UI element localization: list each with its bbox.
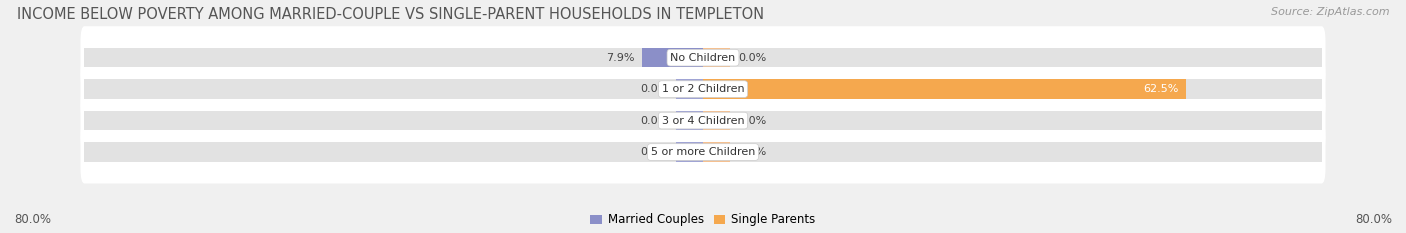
Bar (703, 142, 730, 162)
Bar (703, 111, 730, 130)
Text: 80.0%: 80.0% (1355, 212, 1392, 226)
Bar (676, 111, 703, 130)
Text: 0.0%: 0.0% (738, 116, 766, 126)
Text: 7.9%: 7.9% (606, 53, 634, 63)
Text: 0.0%: 0.0% (738, 147, 766, 157)
Text: INCOME BELOW POVERTY AMONG MARRIED-COUPLE VS SINGLE-PARENT HOUSEHOLDS IN TEMPLET: INCOME BELOW POVERTY AMONG MARRIED-COUPL… (17, 7, 763, 22)
FancyBboxPatch shape (80, 26, 1326, 89)
Text: 0.0%: 0.0% (640, 84, 668, 94)
Bar (84, 48, 1322, 67)
Text: 0.0%: 0.0% (640, 147, 668, 157)
Bar (703, 48, 730, 67)
Bar (643, 48, 703, 67)
Text: 62.5%: 62.5% (1143, 84, 1178, 94)
Text: 5 or more Children: 5 or more Children (651, 147, 755, 157)
Legend: Married Couples, Single Parents: Married Couples, Single Parents (586, 209, 820, 231)
Bar (84, 79, 1322, 99)
Bar (676, 142, 703, 162)
Bar (703, 79, 1187, 99)
FancyBboxPatch shape (80, 89, 1326, 152)
Text: 0.0%: 0.0% (738, 53, 766, 63)
Text: Source: ZipAtlas.com: Source: ZipAtlas.com (1271, 7, 1389, 17)
Text: No Children: No Children (671, 53, 735, 63)
Bar (84, 111, 1322, 130)
Bar (84, 142, 1322, 162)
FancyBboxPatch shape (80, 121, 1326, 183)
Text: 80.0%: 80.0% (14, 212, 51, 226)
Text: 3 or 4 Children: 3 or 4 Children (662, 116, 744, 126)
Text: 1 or 2 Children: 1 or 2 Children (662, 84, 744, 94)
Bar (676, 79, 703, 99)
Text: 0.0%: 0.0% (640, 116, 668, 126)
FancyBboxPatch shape (80, 58, 1326, 121)
